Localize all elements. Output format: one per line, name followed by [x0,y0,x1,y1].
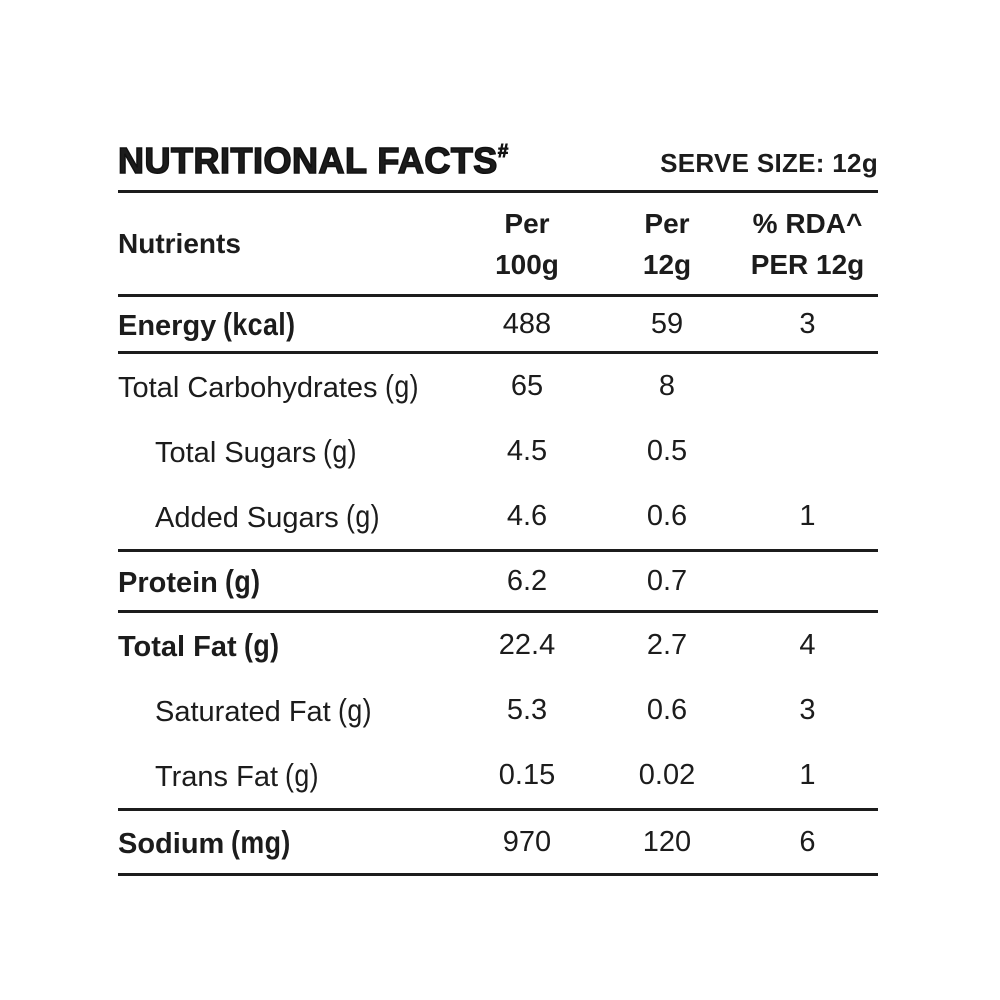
table-header-row: Nutrients Per 100g Per 12g % RDA^ PER 12… [118,193,878,297]
column-header-per-12g-line2: 12g [642,248,692,280]
value-per-12g: 0.02 [638,759,696,791]
nutrient-unit: (g) [224,562,261,599]
value-per-100g: 4.5 [506,435,548,467]
value-per-100g: 488 [502,307,552,340]
serve-size-label: SERVE SIZE: 12g [660,148,878,178]
title-band: NUTRITIONAL FACTS# SERVE SIZE: 12g [117,140,878,193]
column-header-per-100g-line1: Per [504,207,550,239]
nutrient-unit: (g) [345,498,380,534]
nutrient-label: Total Sugars (g) [118,433,457,470]
nutrient-unit: (g) [243,627,280,663]
value-per-12g: 0.6 [646,694,688,726]
table-row-saturated-fat: Saturated Fat (g) 5.3 0.6 3 [118,678,878,743]
title-footnote-mark: # [497,140,509,161]
nutrient-unit: (g) [285,757,320,793]
nutrient-label: Total Carbohydrates (g) [118,368,457,405]
nutrient-label: Sodium (mg) [118,824,457,861]
nutrient-name: Protein [118,566,218,599]
value-per-100g: 22.4 [498,629,556,661]
value-per-100g: 970 [502,825,552,858]
nutrient-unit: (mg) [231,823,292,860]
value-per-12g: 0.7 [646,564,688,597]
nutrient-name: Sodium [118,827,225,860]
nutrient-name: Saturated Fat [155,696,331,728]
value-rda: 1 [799,759,816,791]
column-header-per-12g: Per 12g [597,203,737,285]
fat-group: Total Fat (g) 22.4 2.7 4 Saturated Fat (g)… [118,613,878,811]
column-header-rda: % RDA^ PER 12g [737,203,878,285]
nutrient-label: Energy (kcal) [118,306,457,343]
column-header-per-100g: Per 100g [457,203,597,285]
value-per-12g: 8 [658,370,676,402]
nutrient-unit: (g) [337,692,372,728]
nutrient-label: Saturated Fat (g) [118,692,457,729]
value-per-12g: 0.5 [646,435,688,467]
table-row-total-sugars: Total Sugars (g) 4.5 0.5 [118,419,878,484]
column-header-per-12g-line1: Per [644,207,690,239]
table-row-added-sugars: Added Sugars (g) 4.6 0.6 1 [118,484,878,549]
table-row-sodium: Sodium (mg) 970 120 6 [118,811,878,876]
value-per-12g: 120 [642,825,692,858]
page-title: NUTRITIONAL FACTS# [117,140,509,181]
nutrient-unit: (g) [384,368,419,404]
table-row-energy: Energy (kcal) 488 59 3 [118,297,878,354]
table-row-total-fat: Total Fat (g) 22.4 2.7 4 [118,613,878,678]
table-row-trans-fat: Trans Fat (g) 0.15 0.02 1 [118,743,878,808]
value-per-100g: 6.2 [506,564,548,597]
column-header-rda-line2: PER 12g [750,248,865,280]
value-rda: 4 [799,629,816,661]
nutrient-name: Total Fat [118,631,237,663]
value-rda: 1 [799,500,816,532]
nutrient-unit: (g) [323,433,358,469]
value-per-100g: 65 [510,370,544,402]
value-rda: 3 [799,307,816,340]
nutrition-facts-panel: NUTRITIONAL FACTS# SERVE SIZE: 12g Nutri… [117,140,878,876]
nutrient-unit: (kcal) [223,305,296,342]
page-title-text: NUTRITIONAL FACTS [117,140,498,181]
table-row-protein: Protein (g) 6.2 0.7 [118,552,878,613]
nutrient-label: Total Fat (g) [118,627,457,664]
value-rda: 3 [799,694,816,726]
value-per-12g: 0.6 [646,500,688,532]
nutrient-name: Total Sugars [155,437,317,469]
column-header-nutrients: Nutrients [118,227,241,259]
nutrient-name: Total Carbohydrates [118,372,378,404]
column-header-per-100g-line2: 100g [495,248,559,280]
value-per-100g: 5.3 [506,694,548,726]
table-row-total-carbohydrates: Total Carbohydrates (g) 65 8 [118,354,878,419]
nutrient-name: Added Sugars [155,502,339,534]
value-per-12g: 2.7 [646,629,688,661]
value-per-100g: 4.6 [506,500,548,532]
nutrient-label: Trans Fat (g) [118,757,457,794]
value-per-12g: 59 [650,307,684,340]
value-per-100g: 0.15 [498,759,556,791]
nutrient-label: Added Sugars (g) [118,498,457,535]
nutrient-name: Energy [118,309,217,342]
column-header-rda-line1: % RDA^ [752,207,863,239]
value-rda: 6 [799,825,816,858]
carbohydrates-group: Total Carbohydrates (g) 65 8 Total Sugars… [118,354,878,552]
nutrient-name: Trans Fat [155,761,279,793]
nutrient-label: Protein (g) [118,563,457,600]
